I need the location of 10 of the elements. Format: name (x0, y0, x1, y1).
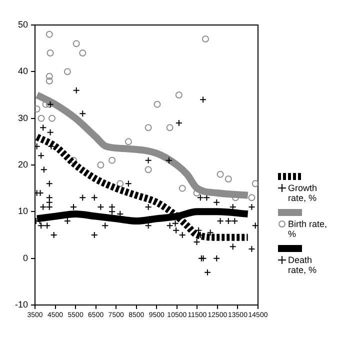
y-tick-label: 40 (18, 66, 28, 76)
y-tick-label: -10 (14, 299, 28, 310)
legend-label: Death rate, % (288, 255, 318, 275)
legend-label: Growth rate, % (288, 183, 318, 203)
y-tick-label: 20 (18, 159, 28, 170)
y-tick-label: 10 (18, 206, 28, 216)
y-tick-label: 30 (18, 112, 28, 123)
y-tick-label: 0 (22, 252, 28, 263)
y-tick-label: 50 (18, 19, 28, 30)
legend-label: Birth rate, % (288, 219, 328, 239)
